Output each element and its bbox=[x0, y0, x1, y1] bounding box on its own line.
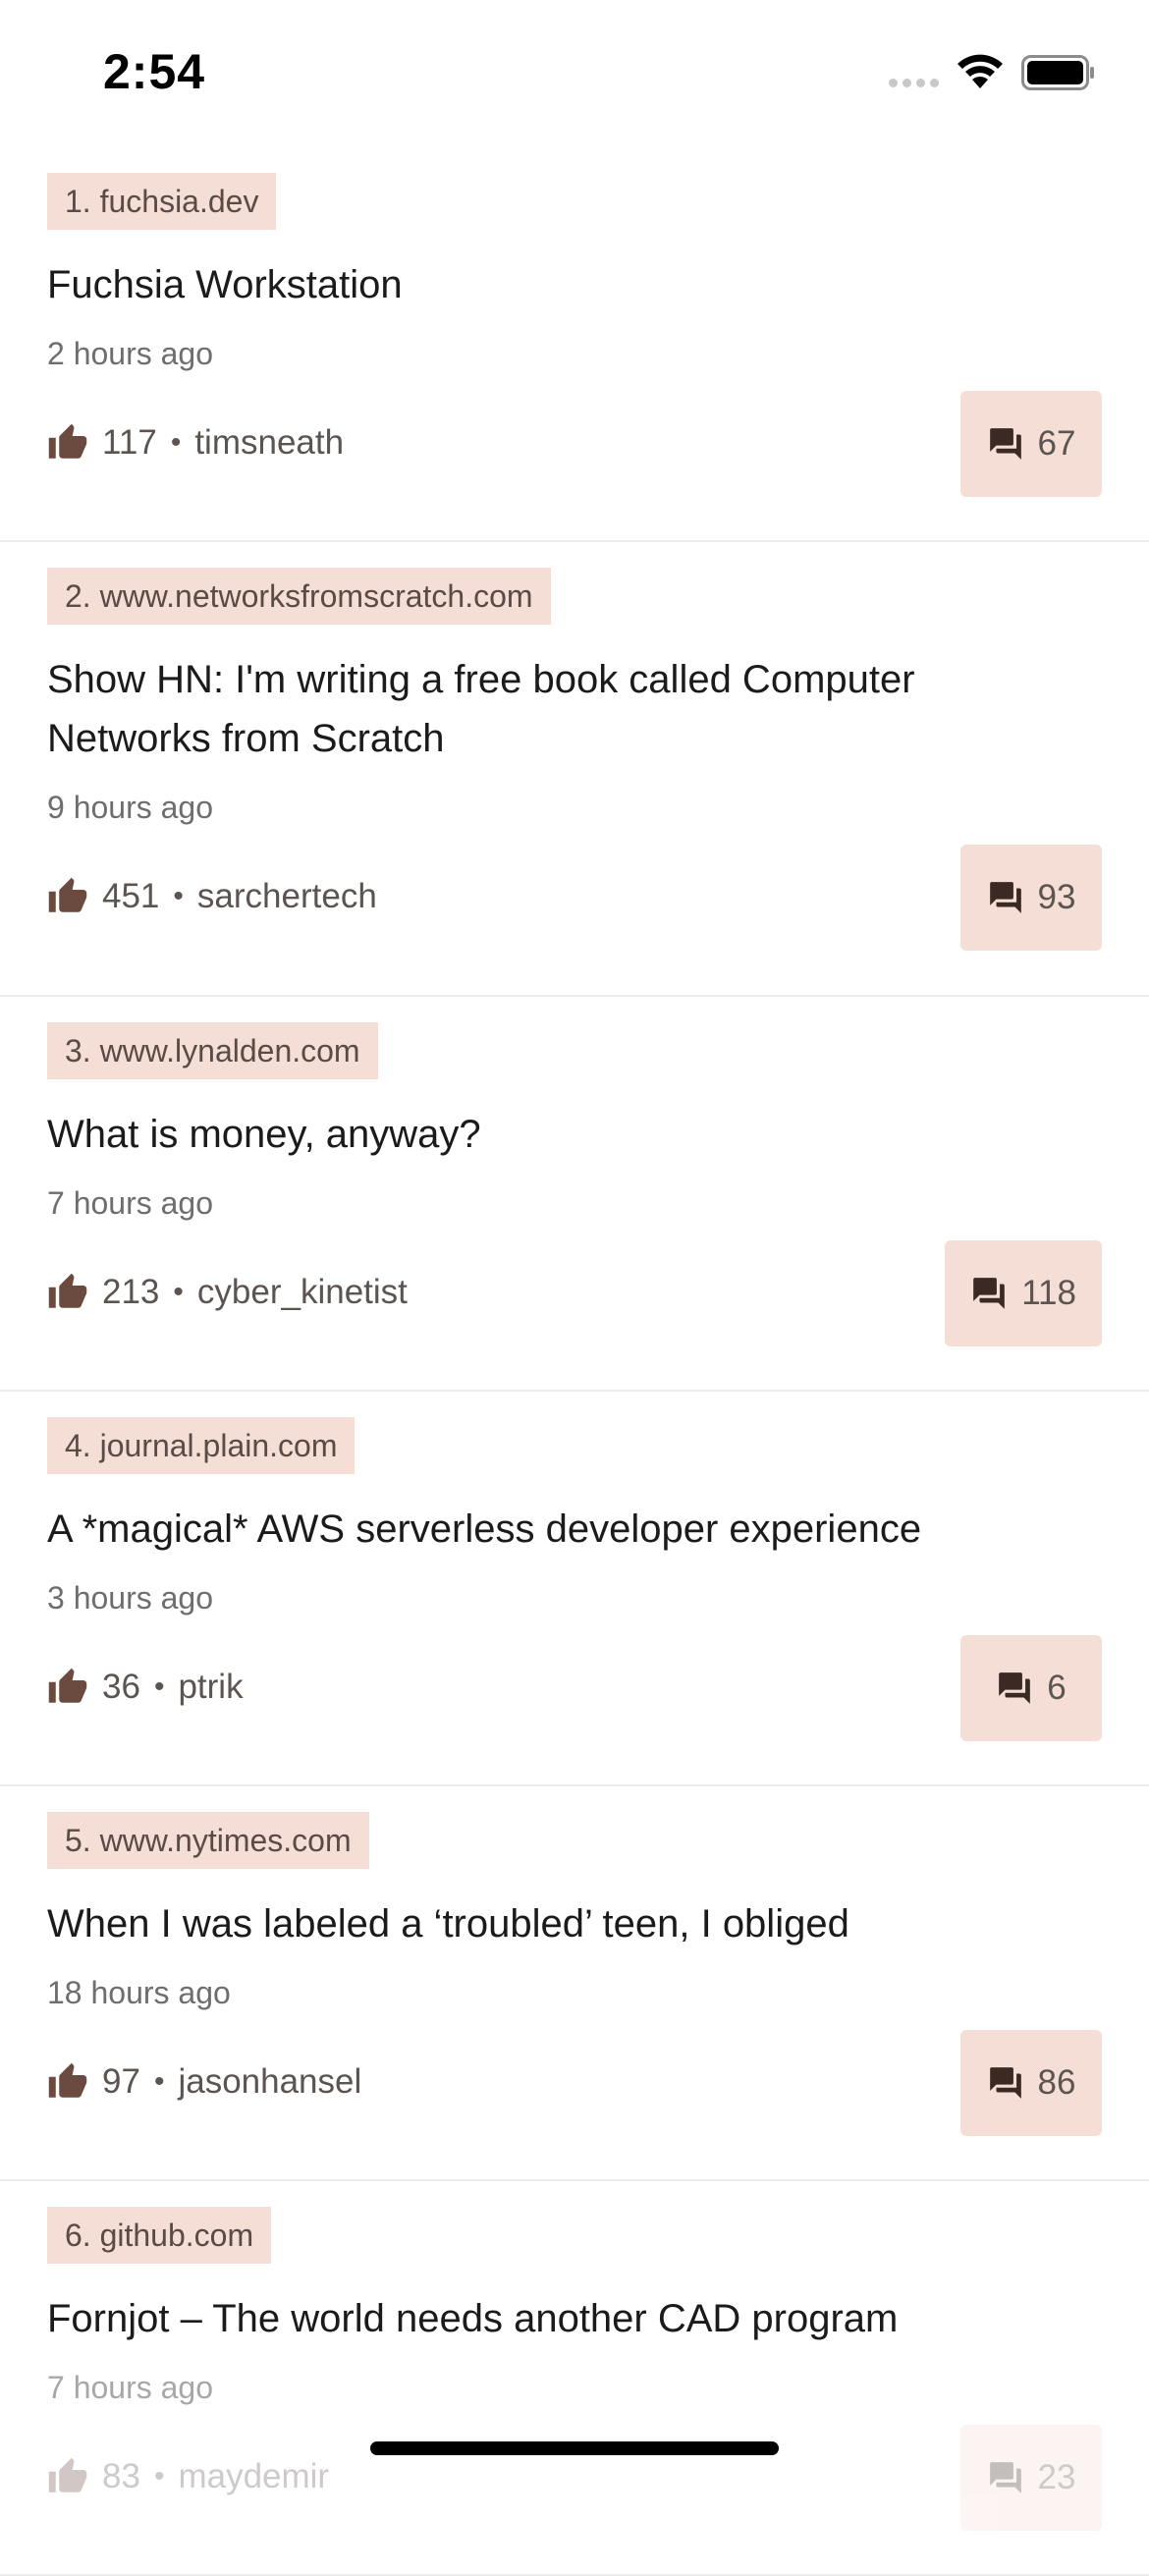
comments-button[interactable]: 93 bbox=[960, 845, 1102, 951]
story-domain[interactable]: 6. github.com bbox=[47, 2207, 272, 2264]
story-title[interactable]: When I was labeled a ‘troubled’ teen, I … bbox=[47, 1902, 849, 1946]
meta-separator: • bbox=[170, 426, 182, 459]
story-author[interactable]: maydemir bbox=[178, 2457, 330, 2495]
meta-separator: • bbox=[153, 2460, 165, 2493]
story-author[interactable]: ptrik bbox=[178, 1668, 244, 1706]
story-points: 117 bbox=[102, 423, 157, 462]
home-indicator[interactable] bbox=[370, 2441, 779, 2455]
story-age: 9 hours ago bbox=[47, 790, 214, 825]
story-domain[interactable]: 3. www.lynalden.com bbox=[47, 1022, 378, 1079]
comments-count: 23 bbox=[1037, 2458, 1076, 2496]
comment-bubbles-icon bbox=[989, 428, 1021, 460]
wifi-icon bbox=[958, 54, 1003, 88]
story-title[interactable]: Fuchsia Workstation bbox=[47, 263, 403, 306]
battery-icon bbox=[1021, 55, 1094, 90]
comments-button[interactable]: 86 bbox=[960, 2030, 1102, 2136]
story-item[interactable]: 6. github.com Fornjot – The world needs … bbox=[0, 2181, 1149, 2576]
comments-count: 6 bbox=[1047, 1669, 1067, 1707]
comments-button[interactable]: 67 bbox=[960, 391, 1102, 497]
meta-separator: • bbox=[173, 1276, 184, 1308]
status-bar: 2:54 bbox=[0, 0, 1149, 147]
story-author[interactable]: timsneath bbox=[194, 423, 345, 462]
story-meta: 83 • maydemir bbox=[47, 2456, 329, 2497]
story-title[interactable]: Show HN: I'm writing a free book called … bbox=[47, 658, 915, 760]
story-domain[interactable]: 5. www.nytimes.com bbox=[47, 1812, 369, 1869]
story-item[interactable]: 2. www.networksfromscratch.com Show HN: … bbox=[0, 542, 1149, 997]
comments-count: 67 bbox=[1037, 424, 1076, 463]
story-item[interactable]: 5. www.nytimes.com When I was labeled a … bbox=[0, 1786, 1149, 2181]
status-time: 2:54 bbox=[103, 44, 206, 99]
story-age: 7 hours ago bbox=[47, 2370, 214, 2405]
story-title[interactable]: A *magical* AWS serverless developer exp… bbox=[47, 1507, 922, 1551]
comments-count: 93 bbox=[1037, 878, 1076, 916]
signal-dots-icon bbox=[889, 79, 939, 87]
comment-bubbles-icon bbox=[989, 2067, 1021, 2099]
meta-separator: • bbox=[173, 880, 184, 912]
comments-count: 118 bbox=[1021, 1274, 1076, 1312]
story-domain[interactable]: 1. fuchsia.dev bbox=[47, 173, 277, 230]
comments-button[interactable]: 118 bbox=[945, 1240, 1102, 1346]
thumbs-up-icon bbox=[48, 423, 87, 459]
story-meta: 213 • cyber_kinetist bbox=[47, 1272, 408, 1313]
meta-separator: • bbox=[153, 1671, 165, 1703]
story-item[interactable]: 1. fuchsia.dev Fuchsia Workstation 2 hou… bbox=[0, 147, 1149, 542]
story-points: 213 bbox=[102, 1273, 160, 1311]
story-points: 83 bbox=[102, 2457, 140, 2495]
story-meta: 97 • jasonhansel bbox=[47, 2061, 361, 2103]
story-item[interactable]: 3. www.lynalden.com What is money, anywa… bbox=[0, 997, 1149, 1392]
story-age: 18 hours ago bbox=[47, 1975, 231, 2010]
comments-button[interactable]: 6 bbox=[960, 1635, 1102, 1741]
story-author[interactable]: jasonhansel bbox=[178, 2062, 362, 2101]
story-meta: 36 • ptrik bbox=[47, 1667, 244, 1708]
comment-bubbles-icon bbox=[989, 2462, 1021, 2494]
thumbs-up-icon bbox=[48, 877, 87, 912]
thumbs-up-icon bbox=[48, 1668, 87, 1703]
story-meta: 451 • sarchertech bbox=[47, 876, 377, 917]
story-age: 3 hours ago bbox=[47, 1580, 214, 1616]
comment-bubbles-icon bbox=[999, 1672, 1031, 1704]
meta-separator: • bbox=[153, 2065, 165, 2098]
thumbs-up-icon bbox=[48, 1273, 87, 1308]
comments-button[interactable]: 23 bbox=[960, 2425, 1102, 2531]
story-domain[interactable]: 2. www.networksfromscratch.com bbox=[47, 568, 551, 625]
story-meta: 117 • timsneath bbox=[47, 422, 344, 464]
thumbs-up-icon bbox=[48, 2062, 87, 2098]
story-author[interactable]: sarchertech bbox=[196, 877, 377, 915]
story-points: 97 bbox=[102, 2062, 140, 2101]
story-item[interactable]: 4. journal.plain.com A *magical* AWS ser… bbox=[0, 1392, 1149, 1786]
story-age: 2 hours ago bbox=[47, 336, 214, 371]
story-points: 451 bbox=[102, 877, 160, 915]
story-list: 1. fuchsia.dev Fuchsia Workstation 2 hou… bbox=[0, 147, 1149, 2576]
story-author[interactable]: cyber_kinetist bbox=[196, 1273, 408, 1311]
comment-bubbles-icon bbox=[973, 1278, 1006, 1309]
story-title[interactable]: What is money, anyway? bbox=[47, 1113, 481, 1156]
story-domain[interactable]: 4. journal.plain.com bbox=[47, 1417, 356, 1474]
story-points: 36 bbox=[102, 1668, 140, 1706]
story-age: 7 hours ago bbox=[47, 1185, 214, 1221]
comments-count: 86 bbox=[1037, 2063, 1076, 2102]
comment-bubbles-icon bbox=[989, 882, 1021, 913]
thumbs-up-icon bbox=[48, 2457, 87, 2493]
story-title[interactable]: Fornjot – The world needs another CAD pr… bbox=[47, 2297, 899, 2340]
